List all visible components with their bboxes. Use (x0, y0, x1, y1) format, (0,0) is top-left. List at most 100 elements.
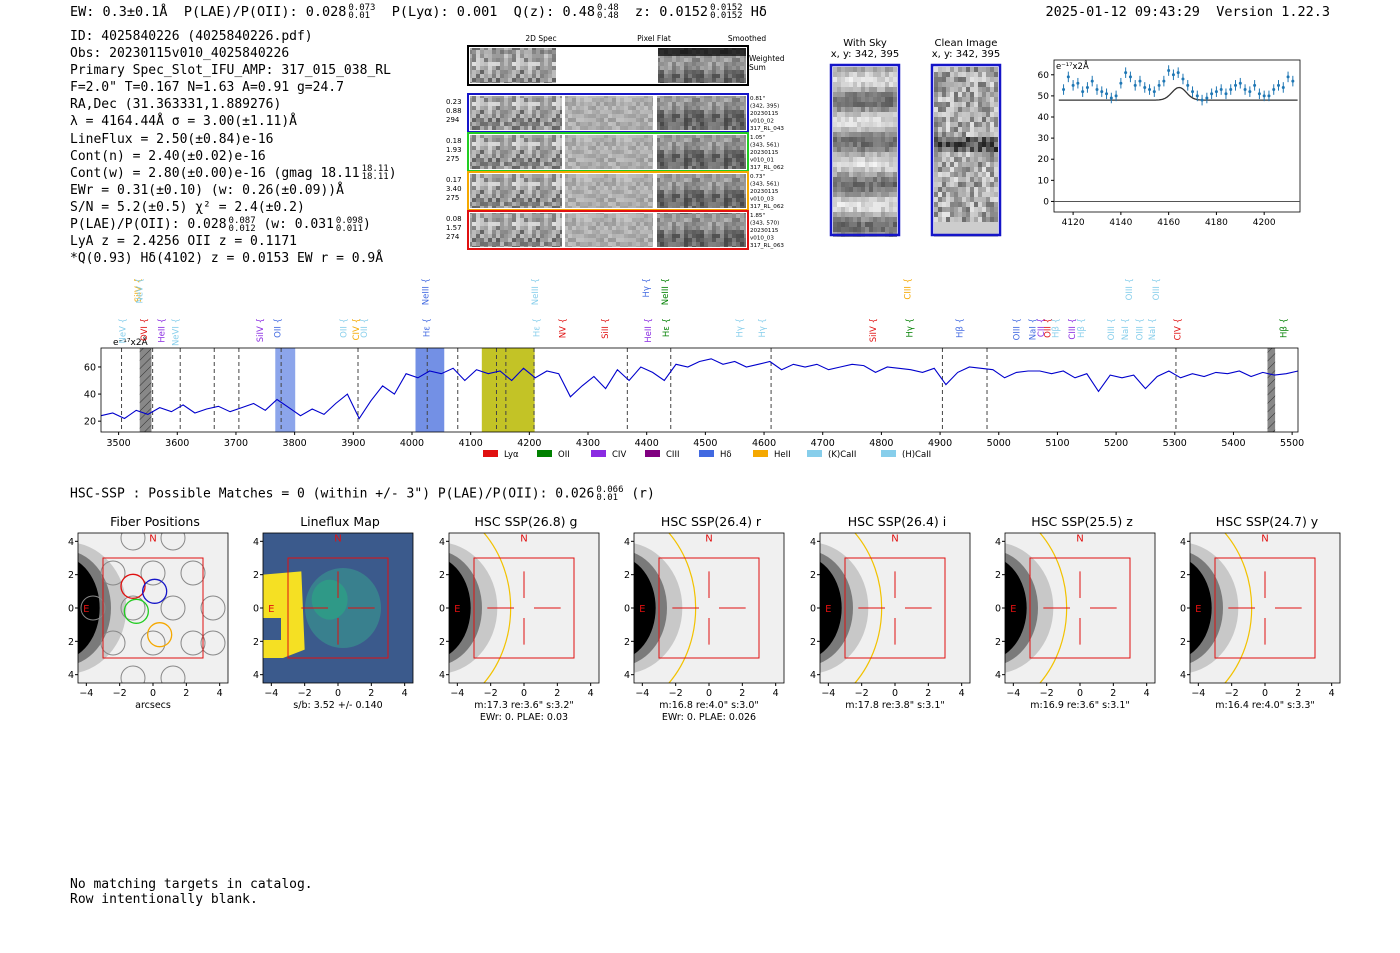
sky-pixel (877, 217, 881, 222)
cutout-col-label: 2D Spec (525, 34, 556, 43)
plae-lo: 0.01 (348, 11, 371, 21)
sky-pixel (881, 157, 885, 162)
sky-pixel (861, 202, 865, 207)
clean-pixel (986, 132, 990, 137)
clean-pixel (946, 112, 950, 117)
sky-pixel (853, 227, 857, 232)
clean-pixel (954, 172, 958, 177)
clean-pixel (994, 217, 998, 222)
clean-pixel (970, 87, 974, 92)
sky-pixel (885, 112, 889, 117)
clean-pixel (950, 212, 954, 217)
sky-pixel (853, 197, 857, 202)
sky-pixel (833, 162, 837, 167)
with-sky-image (833, 67, 897, 237)
clean-pixel (946, 147, 950, 152)
sky-pixel (869, 187, 873, 192)
hsc-panel-title: HSC SSP(24.7) y (1215, 514, 1319, 529)
clean-pixel (990, 112, 994, 117)
clean-pixel (942, 192, 946, 197)
clean-pixel (986, 87, 990, 92)
sky-pixel (841, 142, 845, 147)
clean-pixel (950, 72, 954, 77)
zoom-point (1152, 90, 1156, 94)
clean-pixel (994, 127, 998, 132)
clean-pixel (970, 157, 974, 162)
sky-pixel (841, 212, 845, 217)
sky-pixel (869, 102, 873, 107)
cutout-right-value: 20230115 (750, 150, 779, 156)
zoom-point (1286, 75, 1290, 79)
sky-pixel (841, 127, 845, 132)
clean-pixel (966, 222, 970, 227)
clean-pixel (982, 102, 986, 107)
sky-pixel (877, 102, 881, 107)
clean-pixel (934, 127, 938, 132)
ytick-label: −2 (995, 637, 1001, 648)
sky-pixel (833, 102, 837, 107)
ytick-label: 4 (1180, 537, 1186, 548)
aperture-frame (658, 557, 760, 659)
clean-pixel (982, 147, 986, 152)
sky-pixel (837, 72, 841, 77)
sky-pixel (837, 227, 841, 232)
info-plae-hi: 0.087 (228, 215, 256, 226)
clean-pixel (990, 212, 994, 217)
zoom-xtick-label: 4140 (1109, 218, 1132, 228)
clean-pixel (994, 167, 998, 172)
sky-pixel (857, 67, 861, 72)
cutout-2d (470, 213, 562, 247)
clean-pixel (978, 117, 982, 122)
sky-pixel (841, 192, 845, 197)
z-lo: 0.0152 (710, 11, 743, 21)
sky-pixel (849, 142, 853, 147)
clean-pixel (982, 197, 986, 202)
clean-pixel (942, 182, 946, 187)
sky-pixel (885, 172, 889, 177)
clean-pixel (990, 202, 994, 207)
zoom-point (1128, 75, 1132, 79)
plya-value: P(Lyα): 0.001 (391, 4, 498, 20)
ytick-label: −4 (439, 670, 445, 681)
with-sky-frame (829, 63, 901, 237)
zoom-line-fit-chart: 4120 4140 4160 4180 4200 0 10 20 30 40 50 60 e⁻¹⁷x2Å (1038, 59, 1301, 228)
clean-pixel (958, 82, 962, 87)
legend-swatch (881, 450, 896, 457)
clean-pixel (994, 202, 998, 207)
clean-pixel (978, 122, 982, 127)
fiber-circle (120, 533, 146, 551)
sky-pixel (849, 207, 853, 212)
sky-pixel (833, 192, 837, 197)
clean-pixel (978, 162, 982, 167)
clean-pixel (978, 72, 982, 77)
sky-pixel (861, 102, 865, 107)
spectrum-line-label-top: Hγ { (642, 278, 652, 298)
panel-caption: s/b: 3.52 +/- 0.140 (293, 700, 382, 711)
clean-pixel (990, 187, 994, 192)
clean-pixel (978, 217, 982, 222)
sky-pixel (845, 172, 849, 177)
clean-pixel (978, 137, 982, 142)
cutout-smoothed (657, 174, 746, 208)
sky-pixel (885, 87, 889, 92)
cutout-right-value: 317_RL_043 (750, 126, 784, 132)
sky-pixel (845, 77, 849, 82)
clean-pixel (938, 112, 942, 117)
clean-pixel (934, 197, 938, 202)
sky-pixel (877, 132, 881, 137)
clean-pixel (966, 137, 970, 142)
clean-pixel (966, 127, 970, 132)
sky-pixel (857, 217, 861, 222)
clean-pixel (974, 197, 978, 202)
plae-w-text: (w: 0.031 (263, 217, 334, 233)
ytick-label: −2 (439, 637, 445, 648)
clean-pixel (990, 207, 994, 212)
clean-pixel (994, 67, 998, 72)
galaxy-core (78, 561, 100, 655)
clean-pixel (982, 182, 986, 187)
sky-pixel (833, 222, 837, 227)
clean-pixel (970, 152, 974, 157)
spectrum-xtick-label: 5000 (987, 438, 1011, 449)
spectrum-line-label: OIII { (1012, 318, 1022, 340)
